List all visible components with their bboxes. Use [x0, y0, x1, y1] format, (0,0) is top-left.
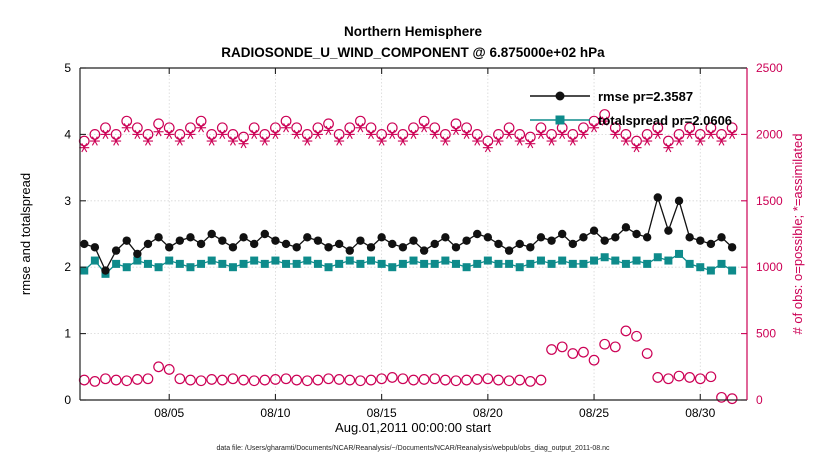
- y-left-tick-label: 5: [64, 61, 71, 75]
- x-tick-label: 08/25: [579, 406, 609, 420]
- series-assimilated-obs: [79, 116, 738, 153]
- legend-totalspread-marker-icon: [555, 115, 565, 125]
- y-right-tick-label: 2500: [756, 61, 783, 75]
- x-tick-label: 08/30: [685, 406, 715, 420]
- y-left-tick-label: 4: [64, 127, 71, 141]
- series-rmse: [80, 193, 737, 275]
- legend-rmse-marker-icon: [555, 91, 565, 101]
- chart-subtitle: RADIOSONDE_U_WIND_COMPONENT @ 6.875000e+…: [221, 45, 605, 60]
- legend-rmse-label: rmse pr=2.3587: [598, 89, 693, 104]
- x-tick-label: 08/05: [154, 406, 184, 420]
- series-possible-obs: [78, 109, 738, 405]
- chart-title: Northern Hemisphere: [344, 24, 483, 39]
- axis-ticks: 08/05 08/10 08/15 08/20 08/25 08/30 0 1 2 3 4 5 0 500…: [64, 61, 783, 420]
- y-right-tick-label: 500: [756, 327, 776, 341]
- y-left-tick-label: 1: [64, 327, 71, 341]
- y-left-tick-label: 0: [64, 393, 71, 407]
- y-right-tick-label: 0: [756, 393, 763, 407]
- legend: rmse pr=2.3587 totalspread pr=2.0606: [530, 89, 732, 128]
- data-file-footnote: data file: /Users/gharamti/Documents/NCA…: [216, 445, 610, 452]
- y-axis-label-left: rmse and totalspread: [18, 173, 33, 295]
- y-axis-label-right: # of obs: o=possible; *=assimilated: [790, 134, 805, 335]
- y-left-tick-label: 2: [64, 260, 71, 274]
- x-tick-label: 08/15: [367, 406, 397, 420]
- legend-totalspread-label: totalspread pr=2.0606: [598, 113, 732, 128]
- series-totalspread: [80, 249, 737, 278]
- chart-dynamic-layer: 08/05 08/10 08/15 08/20 08/25 08/30 0 1 2 3 4 5 0 500…: [64, 61, 783, 420]
- x-axis-label: Aug.01,2011 00:00:00 start: [335, 420, 491, 435]
- y-right-tick-label: 1500: [756, 194, 783, 208]
- y-left-tick-label: 3: [64, 194, 71, 208]
- x-tick-label: 08/10: [260, 406, 290, 420]
- x-tick-label: 08/20: [473, 406, 503, 420]
- y-right-tick-label: 2000: [756, 127, 783, 141]
- y-right-tick-label: 1000: [756, 260, 783, 274]
- axes-border: [79, 67, 747, 401]
